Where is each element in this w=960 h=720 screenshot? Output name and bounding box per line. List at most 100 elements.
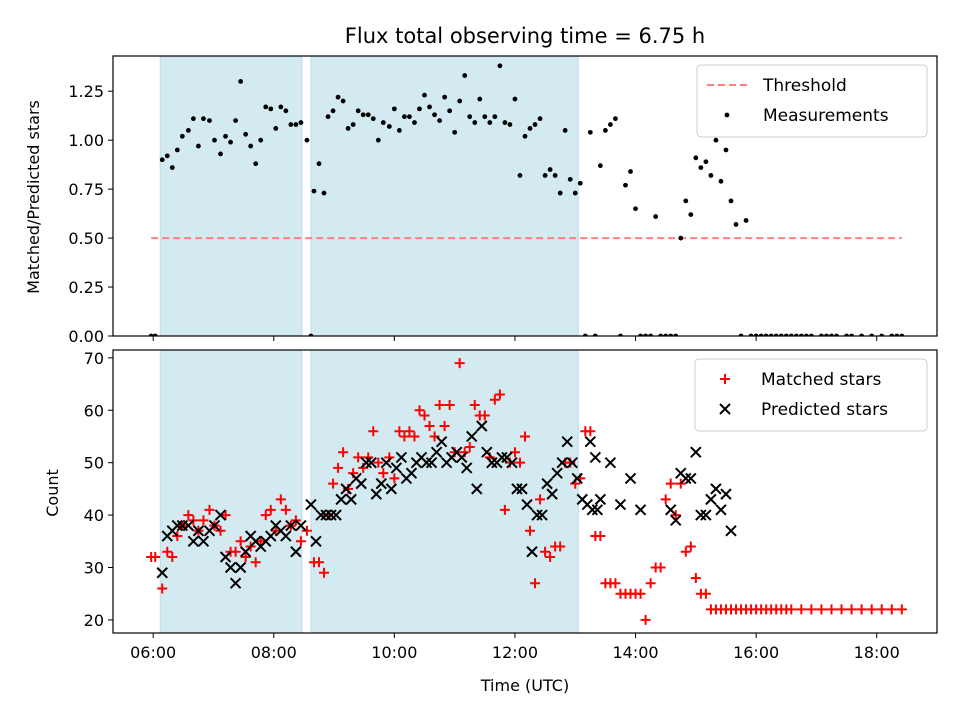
bottom-series-0-point-58 bbox=[444, 400, 455, 411]
bottom-series-1-point-5 bbox=[182, 519, 195, 532]
bottom-legend: Matched stars Predicted stars bbox=[694, 358, 928, 432]
top-series-0-point-7 bbox=[185, 128, 191, 133]
bottom-series-0-point-16 bbox=[230, 546, 241, 557]
top-series-0-point-83 bbox=[567, 176, 573, 182]
top-series-0-point-116 bbox=[733, 221, 739, 227]
bottom-series-0-point-54 bbox=[424, 420, 435, 431]
top-series-0-point-43 bbox=[365, 112, 371, 118]
top-series-0-point-100 bbox=[653, 214, 659, 219]
bottom-series-0-point-37 bbox=[338, 447, 349, 458]
bottom-series-1-point-26 bbox=[290, 546, 302, 558]
bottom-series-0-point-19 bbox=[245, 541, 256, 552]
bottom-series-0-point-45 bbox=[378, 468, 389, 479]
bottom-series-0-point-103 bbox=[670, 510, 681, 521]
bottom-series-1-point-85 bbox=[591, 504, 604, 516]
bottom-series-0-point-80 bbox=[555, 541, 566, 552]
bottom-series-1-point-72 bbox=[526, 546, 538, 558]
top-series-0-point-35 bbox=[325, 114, 331, 120]
bottom-series-0-point-14 bbox=[220, 510, 231, 521]
top-series-0-point-77 bbox=[537, 116, 543, 122]
bottom-series-0-point-30 bbox=[301, 525, 312, 536]
bottom-series-1-point-70 bbox=[516, 483, 528, 495]
top-axes-frame bbox=[112, 55, 938, 337]
top-series-0-point-11 bbox=[207, 118, 212, 124]
bottom-legend-label-0: Matched stars bbox=[761, 370, 881, 390]
bottom-series-1-point-91 bbox=[700, 509, 712, 521]
top-series-0-point-25 bbox=[278, 104, 284, 110]
top-series-0-point-9 bbox=[196, 143, 201, 149]
bottom-series-1-point-84 bbox=[586, 504, 599, 516]
top-series-0-point-18 bbox=[243, 131, 249, 137]
bottom-series-0-point-1 bbox=[150, 552, 161, 563]
bottom-series-0-point-62 bbox=[464, 441, 475, 452]
bottom-series-1-point-80 bbox=[566, 456, 578, 469]
bottom-series-1-point-29 bbox=[310, 535, 322, 547]
bottom-series-0-point-73 bbox=[520, 431, 530, 442]
top-series-0-point-51 bbox=[407, 114, 412, 120]
bottom-series-1-point-75 bbox=[541, 477, 553, 490]
top-series-0-point-8 bbox=[190, 116, 196, 122]
top-series-0-point-106 bbox=[683, 198, 689, 204]
bottom-series-0-point-2 bbox=[157, 583, 168, 594]
bottom-series-1-point-59 bbox=[461, 462, 473, 474]
top-series-0-point-113 bbox=[718, 178, 724, 184]
bottom-series-1-point-15 bbox=[234, 561, 247, 574]
legend-measurements-swatch bbox=[724, 112, 730, 118]
bottom-series-0-point-128 bbox=[806, 604, 817, 615]
top-series-0-point-111 bbox=[708, 173, 714, 178]
top-series-0-point-47 bbox=[386, 124, 392, 129]
top-series-0-point-69 bbox=[497, 63, 503, 69]
top-series-0-point-55 bbox=[427, 104, 432, 110]
bottom-series-1-point-61 bbox=[471, 483, 483, 495]
bottom-series-0-point-65 bbox=[479, 410, 490, 421]
top-series-0-point-29 bbox=[298, 120, 304, 125]
top-series-0-point-95 bbox=[628, 169, 633, 174]
bottom-series-1-point-95 bbox=[720, 488, 732, 500]
top-series-0-point-65 bbox=[477, 96, 483, 102]
top-series-0-point-23 bbox=[268, 106, 274, 112]
top-series-0-point-76 bbox=[532, 122, 538, 127]
bottom-y-tick-label-2: 40 bbox=[84, 506, 104, 525]
bottom-series-0-point-33 bbox=[319, 567, 330, 578]
top-series-0-point-74 bbox=[522, 133, 528, 139]
top-series-0-point-82 bbox=[562, 128, 568, 133]
bottom-series-1-point-39 bbox=[360, 456, 372, 469]
bottom-series-1-point-28 bbox=[305, 498, 317, 511]
top-series-0-point-12 bbox=[212, 137, 217, 143]
top-series-0-point-91 bbox=[608, 122, 613, 127]
bottom-panel: 20 30 40 50 60 70 06:00 08:00 10:00 12:00 14:00 16:… bbox=[84, 349, 938, 662]
bottom-series-0-point-137 bbox=[896, 604, 907, 615]
bottom-series-0-point-5 bbox=[172, 531, 183, 542]
bottom-series-1-point-77 bbox=[551, 467, 563, 479]
bottom-series-0-point-69 bbox=[499, 504, 510, 515]
bottom-series-0-point-47 bbox=[389, 473, 400, 484]
top-legend-label-0: Threshold bbox=[762, 76, 847, 96]
top-series-0-point-110 bbox=[703, 159, 709, 165]
bottom-series-1-point-73 bbox=[531, 509, 543, 521]
top-series-0-point-79 bbox=[547, 167, 553, 172]
bottom-series-1-point-27 bbox=[295, 519, 307, 532]
top-y-tick-label-4: 1.00 bbox=[68, 131, 104, 150]
x-axis-label: Time (UTC) bbox=[480, 676, 569, 695]
top-series-0-point-32 bbox=[311, 188, 317, 194]
bottom-series-0-point-63 bbox=[469, 400, 480, 411]
bottom-series-0-point-35 bbox=[328, 478, 339, 489]
bottom-series-1-point-68 bbox=[506, 456, 518, 469]
top-series-0-point-60 bbox=[452, 129, 458, 135]
bottom-series-1-point-89 bbox=[690, 446, 702, 458]
bottom-series-0-point-3 bbox=[162, 546, 173, 557]
bottom-series-0-point-21 bbox=[255, 536, 266, 547]
top-series-0-point-16 bbox=[233, 118, 238, 124]
bottom-series-1-point-3 bbox=[171, 519, 184, 532]
top-series-0-point-73 bbox=[517, 173, 523, 178]
bottom-series-1-point-78 bbox=[556, 456, 568, 469]
x-tick-label-5: 16:00 bbox=[733, 643, 779, 662]
top-series-0-point-40 bbox=[350, 122, 356, 127]
bottom-series-1-point-94 bbox=[715, 504, 727, 516]
top-observing-interval-1 bbox=[310, 56, 579, 336]
bottom-series-0-point-74 bbox=[525, 525, 536, 536]
bottom-series-0-point-107 bbox=[690, 572, 701, 583]
bottom-series-0-point-55 bbox=[429, 431, 440, 442]
bottom-series-0-point-23 bbox=[265, 504, 276, 515]
